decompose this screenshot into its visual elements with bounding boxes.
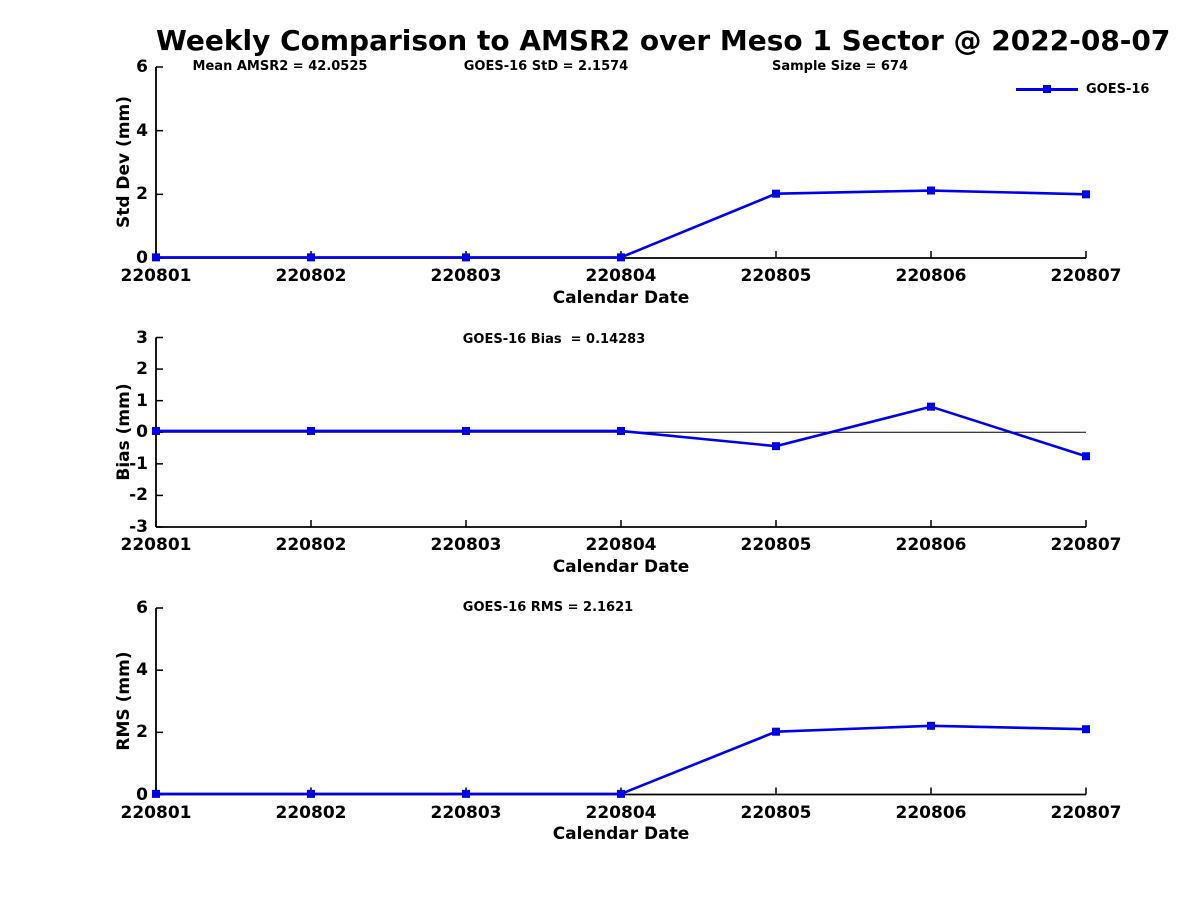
y-tick-label: 6	[136, 598, 148, 618]
x-tick-label: 220801	[120, 802, 192, 823]
x-tick-label: 220805	[740, 535, 812, 555]
annotation-goes16-bias: GOES-16 Bias = 0.14283	[462, 332, 646, 347]
x-tick-label: 220802	[275, 535, 347, 555]
data-point-marker	[152, 426, 160, 435]
annotation-sample-size: Sample Size = 674	[771, 59, 909, 74]
x-tick-label: 220803	[430, 266, 502, 286]
legend-marker	[1043, 85, 1051, 93]
subplot-bias-plot-area	[152, 336, 1090, 528]
stddev-x-axis-label: Calendar Date	[552, 288, 690, 308]
legend-label: GOES-16	[1086, 82, 1150, 97]
x-tick-label: 220805	[740, 266, 812, 286]
figure-title: Weekly Comparison to AMSR2 over Meso 1 S…	[156, 24, 1171, 57]
x-tick-label: 220803	[430, 802, 502, 823]
y-tick-label: 2	[136, 184, 148, 205]
data-point-marker	[772, 442, 780, 451]
rms-x-axis-label: Calendar Date	[552, 824, 690, 844]
x-tick-label: 220806	[895, 802, 967, 823]
data-point-marker	[1082, 725, 1090, 734]
stddev-y-axis-label: Std Dev (mm)	[114, 95, 134, 229]
x-tick-label: 220804	[585, 802, 657, 823]
y-tick-label: 4	[136, 120, 148, 141]
data-point-marker	[927, 186, 935, 195]
data-point-marker	[772, 189, 780, 198]
series-line-rms	[156, 724, 1087, 796]
data-point-marker	[617, 253, 625, 262]
annotation-goes16-rms: GOES-16 RMS = 2.1621	[462, 600, 634, 615]
y-tick-label: 2	[136, 722, 148, 743]
y-tick-label: -3	[129, 517, 148, 537]
subplot-std-dev-plot-area	[152, 66, 1090, 262]
x-tick-label: 220804	[585, 535, 657, 555]
x-tick-label: 220807	[1050, 535, 1122, 555]
x-tick-label: 220805	[740, 802, 812, 823]
subplot-rms-plot-area	[152, 607, 1090, 798]
data-point-marker	[772, 727, 780, 736]
data-point-marker	[927, 721, 935, 730]
data-point-marker	[152, 789, 160, 798]
bias-x-axis-label: Calendar Date	[552, 557, 690, 577]
data-point-marker	[307, 426, 315, 435]
x-tick-label: 220802	[275, 266, 347, 286]
series-line-std-dev	[156, 189, 1087, 259]
x-tick-label: 220803	[430, 535, 502, 555]
x-tick-label: 220806	[895, 535, 967, 555]
y-tick-label: 2	[136, 359, 148, 380]
x-tick-label: 220802	[275, 802, 347, 823]
x-tick-label: 220807	[1050, 802, 1122, 823]
x-tick-label: 220801	[120, 266, 192, 286]
annotation-mean-amsr2: Mean AMSR2 = 42.0525	[192, 59, 368, 74]
y-tick-label: -2	[129, 485, 148, 506]
x-tick-label: 220801	[120, 535, 192, 555]
y-tick-label: -1	[129, 453, 148, 474]
y-tick-label: 3	[136, 327, 148, 348]
y-tick-label: 0	[136, 784, 148, 805]
y-tick-label: 1	[136, 390, 148, 411]
y-tick-label: 4	[136, 660, 148, 681]
x-tick-label: 220807	[1050, 266, 1122, 286]
y-tick-label: 6	[136, 57, 148, 77]
data-point-marker	[307, 253, 315, 262]
data-point-marker	[617, 426, 625, 435]
y-tick-label: 0	[136, 422, 148, 443]
annotation-goes16-std: GOES-16 StD = 2.1574	[463, 59, 629, 74]
data-point-marker	[307, 789, 315, 798]
data-point-marker	[152, 253, 160, 262]
data-point-marker	[617, 789, 625, 798]
data-point-marker	[927, 402, 935, 411]
data-point-marker	[1082, 190, 1090, 199]
y-tick-label: 0	[136, 248, 148, 268]
data-point-marker	[462, 253, 470, 262]
x-tick-label: 220806	[895, 266, 967, 286]
data-point-marker	[1082, 452, 1090, 461]
x-tick-label: 220804	[585, 266, 657, 286]
data-point-marker	[462, 426, 470, 435]
data-point-marker	[462, 789, 470, 798]
